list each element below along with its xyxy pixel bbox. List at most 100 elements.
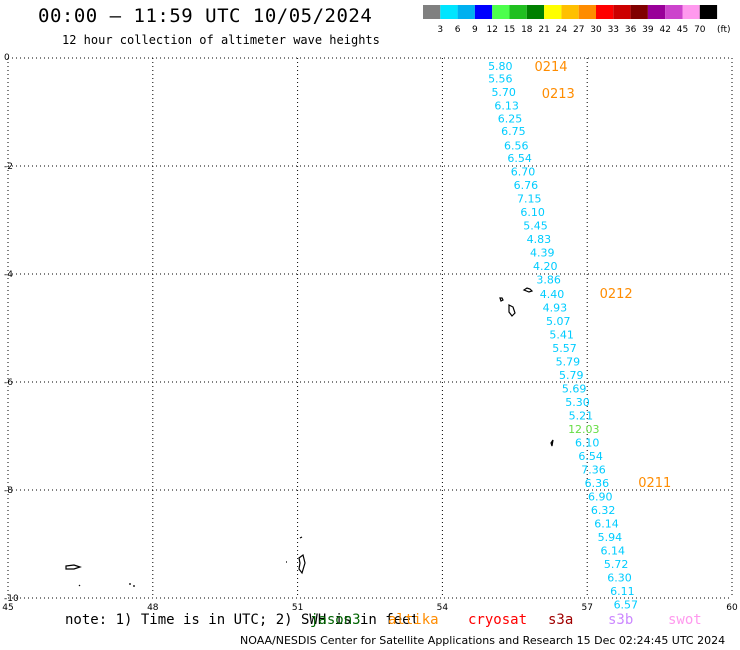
- color-swatch: [474, 5, 493, 19]
- coastline: [65, 287, 554, 587]
- swh-label: 5.80: [488, 60, 513, 73]
- x-tick-label: 51: [292, 603, 303, 612]
- credit-line: NOAA/NESDIS Center for Satellite Applica…: [240, 634, 726, 647]
- swh-label: 5.94: [598, 531, 623, 544]
- color-scale-legend: 3 6 9 12 15 18 21 24 27 30 33 36 39 42 45 70 (ft): [423, 5, 731, 35]
- color-swatch: [578, 5, 596, 19]
- x-tick-label: 45: [2, 603, 13, 612]
- chart-title: 00:00 — 11:59 UTC 10/05/2024: [38, 5, 373, 27]
- swh-label: 6.13: [494, 100, 519, 113]
- swh-label: 4.40: [540, 288, 565, 301]
- satellite-cryosat: cryosat: [468, 612, 528, 628]
- swh-label: 6.11: [610, 585, 635, 598]
- swh-label: 4.20: [533, 260, 558, 273]
- note-text: note: 1) Time is in UTC; 2) SWH is in fe…: [65, 612, 420, 628]
- swh-label: 6.56: [504, 139, 529, 152]
- swh-label: 12.03: [568, 423, 600, 436]
- y-tick-label: -10: [4, 594, 19, 604]
- satellite-altika: altika: [388, 612, 439, 628]
- swh-label: 4.39: [530, 246, 555, 259]
- swh-label: 6.75: [501, 125, 526, 138]
- swh-label: 6.32: [591, 504, 616, 517]
- color-swatch: [561, 5, 579, 19]
- swh-label: 6.14: [594, 517, 619, 530]
- swh-label: 5.79: [559, 369, 584, 382]
- color-swatch: [509, 5, 527, 19]
- y-tick-label: -4: [4, 270, 13, 280]
- color-scale-unit: (ft): [717, 25, 731, 35]
- color-scale-label: 6: [455, 25, 461, 35]
- color-scale-label: 39: [642, 25, 654, 35]
- color-swatch: [440, 5, 458, 19]
- color-scale-label: 30: [590, 25, 602, 35]
- island-outline: [299, 536, 303, 539]
- island-outline: [499, 297, 504, 302]
- swh-label: 6.10: [520, 206, 545, 219]
- y-tick-label: -6: [4, 378, 13, 388]
- time-label: 0213: [542, 87, 575, 102]
- color-scale-label: 21: [538, 25, 549, 35]
- color-scale-label: 15: [504, 25, 515, 35]
- swh-label: 6.76: [514, 179, 539, 192]
- color-swatch: [613, 5, 631, 19]
- swh-label: 5.21: [569, 409, 594, 422]
- island-outline: [129, 583, 135, 587]
- swh-label: 6.90: [588, 490, 613, 503]
- time-label: 0212: [600, 287, 633, 302]
- swh-label: 5.69: [562, 382, 587, 395]
- swh-label: 7.15: [517, 192, 542, 205]
- swh-label: 4.93: [543, 301, 568, 314]
- color-swatch: [682, 5, 700, 19]
- color-scale-label: 9: [472, 25, 478, 35]
- y-tick-label: 0: [4, 53, 10, 63]
- island-outline: [550, 439, 554, 447]
- swh-label: 5.79: [556, 355, 581, 368]
- swh-label: 6.25: [498, 112, 523, 125]
- swh-label: 6.54: [507, 152, 532, 165]
- color-swatch: [544, 5, 562, 19]
- swh-label: 6.14: [601, 544, 626, 557]
- grid: [7, 57, 733, 599]
- swh-label: 6.57: [614, 598, 639, 611]
- swh-label: 7.36: [581, 463, 606, 476]
- color-scale-label: 24: [556, 25, 568, 35]
- swh-label: 6.54: [578, 450, 603, 463]
- swh-label: 5.41: [549, 328, 574, 341]
- island-outline: [78, 584, 81, 587]
- island-outline: [298, 553, 306, 575]
- swh-label: 3.86: [536, 273, 561, 286]
- color-scale-label: 70: [694, 25, 706, 35]
- satellite-s3a: s3a: [548, 612, 574, 628]
- swh-label: 6.10: [575, 436, 600, 449]
- y-tick-label: -8: [4, 486, 13, 496]
- x-tick-label: 60: [726, 603, 738, 612]
- swh-track: 5.805.565.706.136.256.756.566.546.706.76…: [488, 60, 638, 611]
- satellite-s3b: s3b: [608, 612, 634, 628]
- swh-label: 5.07: [546, 315, 571, 328]
- x-tick-label: 48: [147, 603, 159, 612]
- color-scale-label: 3: [437, 25, 443, 35]
- time-label: 0211: [638, 476, 671, 491]
- swh-label: 6.30: [607, 571, 632, 584]
- swh-label: 5.30: [565, 396, 590, 409]
- chart-subtitle: 12 hour collection of altimeter wave hei…: [62, 33, 380, 47]
- satellite-legend: jason3 altika cryosat s3a s3b swot: [0, 612, 740, 632]
- color-scale-label: 12: [486, 25, 497, 35]
- color-scale-label: 42: [659, 25, 670, 35]
- swh-label: 4.83: [527, 233, 552, 246]
- color-swatch: [630, 5, 648, 19]
- swh-label: 5.56: [488, 73, 513, 86]
- swh-label: 5.72: [604, 558, 629, 571]
- color-swatch: [596, 5, 614, 19]
- color-swatch: [492, 5, 510, 19]
- color-swatch: [457, 5, 475, 19]
- color-swatch: [526, 5, 545, 19]
- color-swatch: [665, 5, 683, 19]
- x-tick-label: 54: [437, 603, 449, 612]
- color-scale-label: 33: [608, 25, 619, 35]
- color-swatch: [423, 5, 441, 19]
- color-scale-label: 18: [521, 25, 533, 35]
- satellite-jason3: jason3: [310, 612, 361, 628]
- color-scale-label: 45: [677, 25, 688, 35]
- swh-label: 5.45: [523, 219, 548, 232]
